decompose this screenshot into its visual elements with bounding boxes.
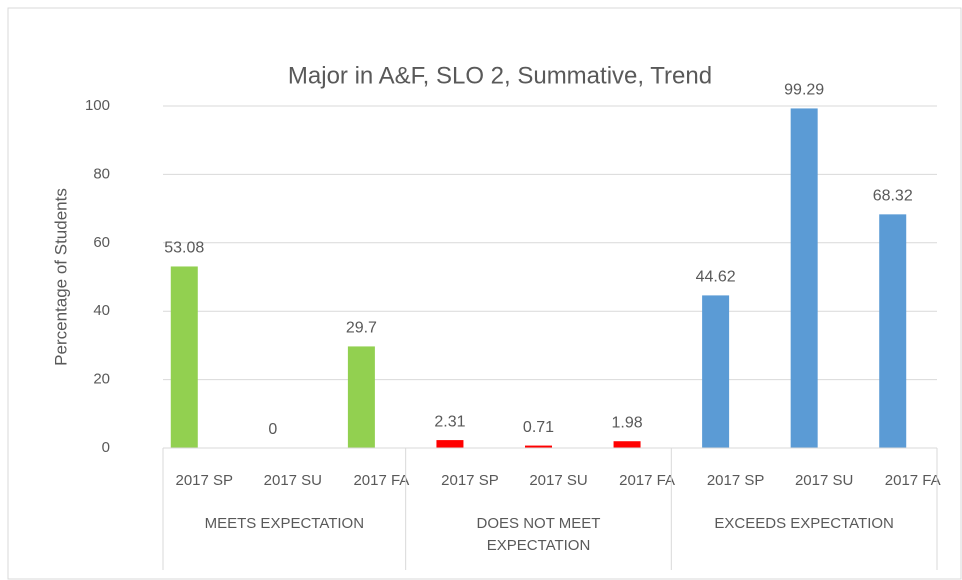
y-tick-label: 40 — [93, 302, 110, 319]
x-tick-label: 2017 SU — [264, 472, 322, 489]
data-label: 29.7 — [346, 320, 377, 337]
y-tick-label: 80 — [93, 165, 110, 182]
data-label: 0.71 — [523, 419, 554, 436]
group-label: MEETS EXPECTATION — [204, 515, 365, 532]
bar — [525, 445, 552, 448]
data-label: 1.98 — [611, 414, 642, 431]
group-label: EXCEEDS EXPECTATION — [714, 515, 894, 532]
data-label: 0 — [268, 421, 277, 438]
group-label: DOES NOT MEET EXPECTATION — [476, 515, 601, 554]
bar — [436, 440, 464, 448]
y-axis-label: Percentage of Students — [51, 188, 70, 366]
bar — [170, 266, 198, 448]
x-tick-label: 2017 FA — [619, 472, 675, 489]
bar — [879, 214, 907, 448]
x-tick-label: 2017 SP — [707, 472, 765, 489]
bar — [702, 295, 730, 448]
y-tick-label: 100 — [85, 97, 110, 114]
bar — [347, 346, 375, 448]
x-tick-label: 2017 FA — [353, 472, 409, 489]
data-label: 68.32 — [873, 188, 913, 205]
x-tick-label: 2017 SU — [795, 472, 853, 489]
bar — [790, 108, 818, 449]
data-label: 44.62 — [696, 269, 736, 286]
x-tick-label: 2017 SU — [529, 472, 587, 489]
x-tick-label: 2017 SP — [441, 472, 499, 489]
data-label: 99.29 — [784, 82, 824, 99]
chart-title: Major in A&F, SLO 2, Summative, Trend — [288, 62, 712, 89]
data-label: 53.08 — [164, 240, 204, 257]
y-tick-label: 0 — [102, 439, 110, 456]
data-label: 2.31 — [434, 413, 465, 430]
x-tick-label: 2017 FA — [885, 472, 941, 489]
y-tick-label: 20 — [93, 371, 110, 388]
bar — [613, 441, 641, 448]
x-tick-label: 2017 SP — [176, 472, 234, 489]
y-tick-label: 60 — [93, 234, 110, 251]
